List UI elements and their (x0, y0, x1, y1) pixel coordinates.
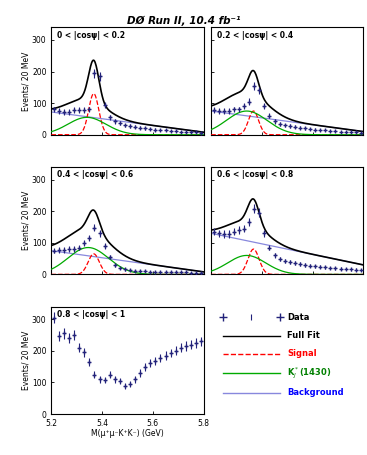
Text: Data: Data (287, 313, 310, 322)
Y-axis label: Events/ 20 MeV: Events/ 20 MeV (22, 191, 30, 250)
Text: Full Fit: Full Fit (287, 331, 320, 340)
Y-axis label: Events/ 20 MeV: Events/ 20 MeV (22, 331, 30, 390)
Text: Background: Background (287, 388, 344, 397)
Y-axis label: Events/ 20 MeV: Events/ 20 MeV (22, 51, 30, 111)
Text: K$^*_J$(1430): K$^*_J$(1430) (287, 365, 331, 381)
Text: 0 < |cosψ| < 0.2: 0 < |cosψ| < 0.2 (58, 30, 126, 40)
Text: 0.6 < |cosψ| < 0.8: 0.6 < |cosψ| < 0.8 (217, 170, 294, 179)
X-axis label: M(μ⁺μ⁻K⁺K⁻) (GeV): M(μ⁺μ⁻K⁺K⁻) (GeV) (91, 430, 164, 438)
Text: 0.8 < |cosψ| < 1: 0.8 < |cosψ| < 1 (58, 310, 126, 319)
Text: DØ Run II, 10.4 fb⁻¹: DØ Run II, 10.4 fb⁻¹ (127, 16, 240, 26)
Text: Signal: Signal (287, 349, 317, 359)
Text: 0.2 < |cosψ| < 0.4: 0.2 < |cosψ| < 0.4 (217, 30, 293, 40)
Text: 0.4 < |cosψ| < 0.6: 0.4 < |cosψ| < 0.6 (58, 170, 134, 179)
